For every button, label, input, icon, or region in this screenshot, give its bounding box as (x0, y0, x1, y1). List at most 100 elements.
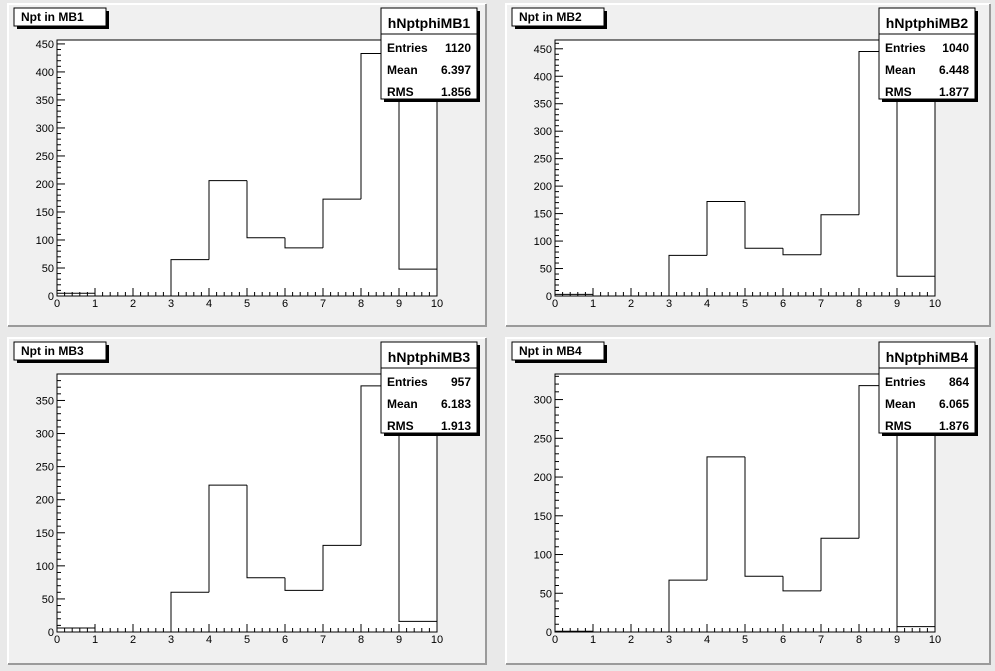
pad-bevel-light (505, 3, 990, 326)
histogram-bin (170, 259, 209, 296)
x-tick-label: 9 (396, 634, 402, 646)
histogram-bin (208, 180, 247, 260)
stats-value-entries: 1040 (942, 41, 969, 55)
x-tick-label: 1 (590, 298, 596, 310)
histogram-bin (208, 484, 247, 593)
y-tick-label: 350 (534, 99, 552, 111)
stats-label-mean: Mean (885, 397, 916, 411)
x-tick-label: 4 (704, 634, 710, 646)
stats-label-entries: Entries (387, 41, 428, 55)
histogram-bin (322, 544, 361, 591)
y-tick-label: 50 (42, 594, 54, 606)
histogram-name: hNptphiMB3 (388, 349, 471, 365)
pad-bevel-dark (8, 4, 487, 327)
title-box (511, 341, 605, 361)
stats-box (878, 7, 976, 100)
histogram-bin (782, 248, 821, 256)
y-tick-label: 50 (42, 263, 54, 275)
x-tick-label: 0 (54, 634, 60, 646)
y-tick-label: 50 (540, 588, 552, 600)
x-tick-label: 9 (396, 298, 402, 310)
histogram-bin (284, 237, 323, 249)
histogram-bin (398, 53, 437, 270)
y-tick-label: 300 (534, 395, 552, 407)
stats-box (380, 7, 478, 100)
x-tick-label: 5 (244, 634, 250, 646)
plot-frame (554, 39, 936, 297)
y-tick-label: 0 (48, 291, 54, 303)
stats-value-rms: 1.856 (441, 85, 471, 99)
x-tick-label: 0 (552, 298, 558, 310)
plot-frame (56, 39, 438, 297)
y-tick-label: 0 (546, 627, 552, 639)
y-tick-label: 400 (534, 71, 552, 83)
stats-box (380, 341, 478, 434)
stats-value-entries: 1120 (445, 41, 471, 55)
pad-bevel-dark (8, 338, 487, 665)
stats-label-entries: Entries (387, 375, 428, 389)
x-tick-label: 9 (894, 298, 900, 310)
stats-value-mean: 6.397 (441, 63, 471, 77)
x-tick-label: 10 (431, 298, 443, 310)
x-tick-label: 1 (590, 634, 596, 646)
y-tick-label: 200 (534, 181, 552, 193)
x-tick-label: 6 (780, 298, 786, 310)
y-tick-label: 100 (36, 235, 54, 247)
y-tick-label: 50 (540, 264, 552, 276)
histogram-bin (246, 485, 285, 579)
histogram-bin (668, 579, 707, 632)
y-tick-label: 150 (534, 209, 552, 221)
stats-label-mean: Mean (885, 63, 916, 77)
histogram-name: hNptphiMB1 (388, 15, 471, 31)
x-tick-label: 10 (431, 634, 443, 646)
histogram-bin (820, 537, 859, 591)
y-tick-label: 0 (48, 627, 54, 639)
stats-value-entries: 957 (451, 375, 471, 389)
chart-title: Npt in MB2 (519, 10, 582, 24)
x-tick-label: 3 (168, 298, 174, 310)
pad-bevel-light (505, 337, 990, 664)
x-tick-label: 4 (206, 634, 212, 646)
histogram-bin (246, 180, 285, 239)
stats-label-mean: Mean (387, 63, 418, 77)
title-box (13, 7, 107, 27)
x-tick-label: 3 (666, 634, 672, 646)
pad-bevel-light (7, 337, 486, 664)
x-tick-label: 8 (856, 634, 862, 646)
y-tick-label: 450 (36, 39, 54, 51)
histogram-bin (706, 456, 745, 581)
x-tick-label: 8 (856, 298, 862, 310)
x-tick-label: 10 (929, 298, 941, 310)
histogram-bin (744, 456, 783, 577)
x-tick-label: 2 (628, 298, 634, 310)
histogram-name: hNptphiMB4 (886, 349, 969, 365)
stats-value-mean: 6.183 (441, 397, 471, 411)
y-tick-label: 350 (36, 395, 54, 407)
histogram-pad-2: 0 1 2 3 4 5 6 7 8 9 10050100150200250300350400450N… (505, 3, 991, 327)
pad-bevel-dark (506, 338, 991, 665)
y-tick-label: 150 (36, 207, 54, 219)
histogram-bin (820, 214, 859, 255)
x-tick-label: 1 (92, 298, 98, 310)
x-tick-label: 5 (742, 634, 748, 646)
x-tick-label: 1 (92, 634, 98, 646)
y-tick-label: 150 (36, 528, 54, 540)
x-tick-label: 8 (358, 298, 364, 310)
histogram-pad-1: 0 1 2 3 4 5 6 7 8 9 10050100150200250300350400450N… (7, 3, 487, 327)
y-tick-label: 200 (36, 179, 54, 191)
y-tick-label: 250 (534, 433, 552, 445)
x-tick-label: 9 (894, 634, 900, 646)
histogram-bin (322, 198, 361, 248)
x-tick-label: 2 (130, 298, 136, 310)
stats-label-rms: RMS (885, 419, 912, 433)
y-tick-label: 200 (36, 495, 54, 507)
histogram-bin (744, 201, 783, 249)
chart-title: Npt in MB3 (21, 344, 84, 358)
histogram-name: hNptphiMB2 (886, 15, 969, 31)
stats-value-mean: 6.448 (939, 63, 969, 77)
stats-box (878, 341, 976, 434)
y-tick-label: 250 (534, 154, 552, 166)
stats-label-rms: RMS (387, 85, 414, 99)
